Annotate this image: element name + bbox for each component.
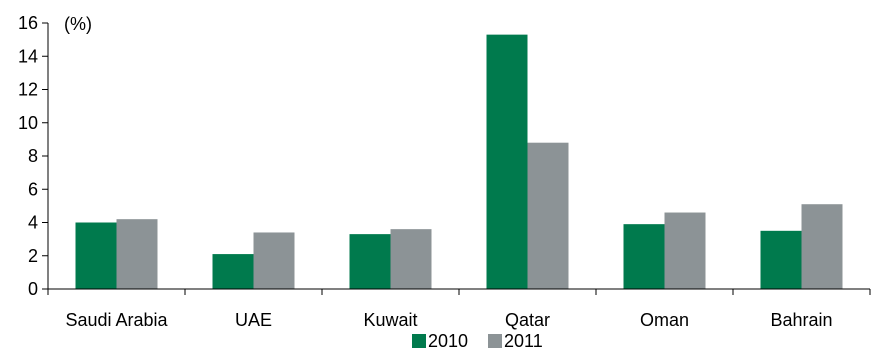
y-tick-label: 16 <box>18 13 38 33</box>
y-tick-label: 0 <box>28 279 38 299</box>
bar-2010-5 <box>760 230 802 289</box>
x-category-label: Saudi Arabia <box>65 310 168 330</box>
bars <box>75 34 843 290</box>
y-axis: 0 2 4 6 8 10 12 14 16 <box>18 13 49 299</box>
x-category-label: Bahrain <box>770 310 832 330</box>
bar-2011-2 <box>390 229 432 289</box>
bar-2011-3 <box>527 142 569 289</box>
y-tick-label: 2 <box>28 246 38 266</box>
bar-2010-0 <box>75 222 117 289</box>
y-tick-label: 10 <box>18 113 38 133</box>
y-tick-label: 8 <box>28 146 38 166</box>
legend-label: 2011 <box>504 331 543 349</box>
x-category-label: UAE <box>235 310 272 330</box>
y-unit-label: (%) <box>64 14 92 34</box>
bar-2011-5 <box>801 204 843 289</box>
legend-label: 2010 <box>428 331 468 349</box>
bar-2011-4 <box>664 212 706 289</box>
x-category-label: Qatar <box>505 310 550 330</box>
x-category-label: Kuwait <box>363 310 417 330</box>
bar-2010-2 <box>349 234 391 289</box>
bar-2010-1 <box>212 254 254 289</box>
bar-2011-1 <box>253 232 295 289</box>
y-tick-label: 4 <box>28 213 38 233</box>
legend-swatch-2011 <box>488 334 502 348</box>
bar-2010-4 <box>623 224 665 289</box>
legend: 2010 2011 <box>412 331 543 349</box>
bar-2011-0 <box>116 219 158 289</box>
bar-2010-3 <box>486 34 528 290</box>
y-tick-label: 6 <box>28 179 38 199</box>
x-category-label: Oman <box>640 310 689 330</box>
y-tick-label: 12 <box>18 80 38 100</box>
x-axis: Saudi Arabia UAE Kuwait Qatar Oman Bahrain <box>47 288 871 330</box>
y-tick-label: 14 <box>18 46 38 66</box>
legend-swatch-2010 <box>412 334 426 348</box>
